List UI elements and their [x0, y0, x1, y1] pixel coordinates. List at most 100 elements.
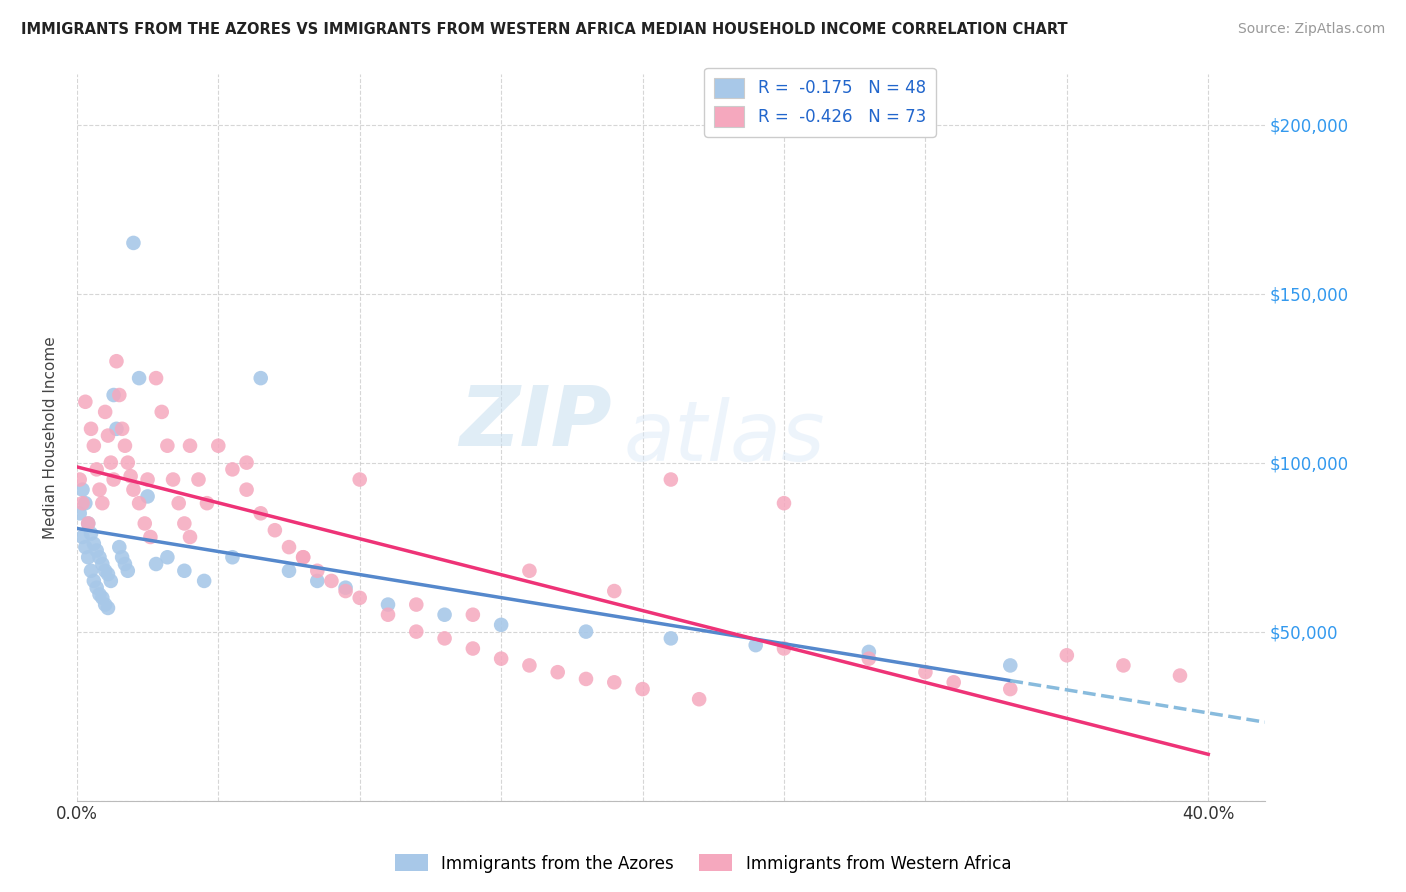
Point	[773, 496, 796, 510]
Point	[187, 473, 209, 487]
Point	[111, 422, 134, 436]
Point	[75, 496, 97, 510]
Point	[86, 543, 108, 558]
Point	[105, 354, 128, 368]
Point	[575, 624, 598, 639]
Point	[72, 496, 94, 510]
Point	[128, 371, 150, 385]
Point	[114, 557, 136, 571]
Point	[77, 516, 100, 531]
Point	[307, 574, 329, 588]
Point	[145, 557, 167, 571]
Point	[91, 591, 114, 605]
Point	[94, 564, 117, 578]
Point	[114, 439, 136, 453]
Point	[120, 469, 142, 483]
Point	[75, 540, 97, 554]
Point	[858, 645, 880, 659]
Point	[100, 456, 122, 470]
Point	[145, 371, 167, 385]
Point	[1000, 658, 1022, 673]
Point	[117, 564, 139, 578]
Point	[1112, 658, 1135, 673]
Point	[349, 473, 371, 487]
Point	[335, 584, 357, 599]
Point	[97, 567, 120, 582]
Point	[91, 557, 114, 571]
Point	[91, 496, 114, 510]
Point	[659, 632, 682, 646]
Point	[100, 574, 122, 588]
Point	[321, 574, 343, 588]
Point	[349, 591, 371, 605]
Point	[103, 388, 125, 402]
Legend: Immigrants from the Azores, Immigrants from Western Africa: Immigrants from the Azores, Immigrants f…	[388, 847, 1018, 880]
Point	[292, 550, 315, 565]
Point	[433, 632, 456, 646]
Point	[89, 483, 111, 497]
Point	[688, 692, 710, 706]
Point	[179, 439, 201, 453]
Point	[108, 540, 131, 554]
Point	[659, 473, 682, 487]
Point	[122, 483, 145, 497]
Point	[156, 550, 179, 565]
Point	[179, 530, 201, 544]
Point	[103, 473, 125, 487]
Point	[97, 428, 120, 442]
Y-axis label: Median Household Income: Median Household Income	[44, 336, 58, 539]
Point	[278, 540, 301, 554]
Point	[405, 598, 427, 612]
Point	[94, 405, 117, 419]
Point	[86, 462, 108, 476]
Point	[77, 550, 100, 565]
Point	[72, 530, 94, 544]
Point	[377, 598, 399, 612]
Point	[235, 483, 257, 497]
Point	[89, 587, 111, 601]
Point	[156, 439, 179, 453]
Point	[77, 516, 100, 531]
Point	[1000, 682, 1022, 697]
Point	[80, 564, 103, 578]
Point	[575, 672, 598, 686]
Point	[489, 651, 512, 665]
Point	[150, 405, 173, 419]
Point	[75, 394, 97, 409]
Point	[193, 574, 215, 588]
Point	[603, 584, 626, 599]
Point	[117, 456, 139, 470]
Point	[547, 665, 569, 680]
Point	[914, 665, 936, 680]
Point	[139, 530, 162, 544]
Point	[72, 483, 94, 497]
Point	[377, 607, 399, 622]
Point	[631, 682, 654, 697]
Point	[97, 601, 120, 615]
Point	[858, 651, 880, 665]
Point	[1056, 648, 1078, 663]
Point	[519, 658, 541, 673]
Point	[433, 607, 456, 622]
Text: Source: ZipAtlas.com: Source: ZipAtlas.com	[1237, 22, 1385, 37]
Point	[108, 388, 131, 402]
Point	[235, 456, 257, 470]
Point	[278, 564, 301, 578]
Point	[489, 618, 512, 632]
Point	[173, 564, 195, 578]
Point	[263, 523, 285, 537]
Point	[80, 422, 103, 436]
Point	[128, 496, 150, 510]
Point	[69, 473, 91, 487]
Point	[603, 675, 626, 690]
Point	[83, 439, 105, 453]
Point	[292, 550, 315, 565]
Point	[461, 641, 484, 656]
Point	[86, 581, 108, 595]
Point	[221, 462, 243, 476]
Point	[83, 574, 105, 588]
Point	[80, 526, 103, 541]
Point	[89, 550, 111, 565]
Point	[195, 496, 218, 510]
Point	[942, 675, 965, 690]
